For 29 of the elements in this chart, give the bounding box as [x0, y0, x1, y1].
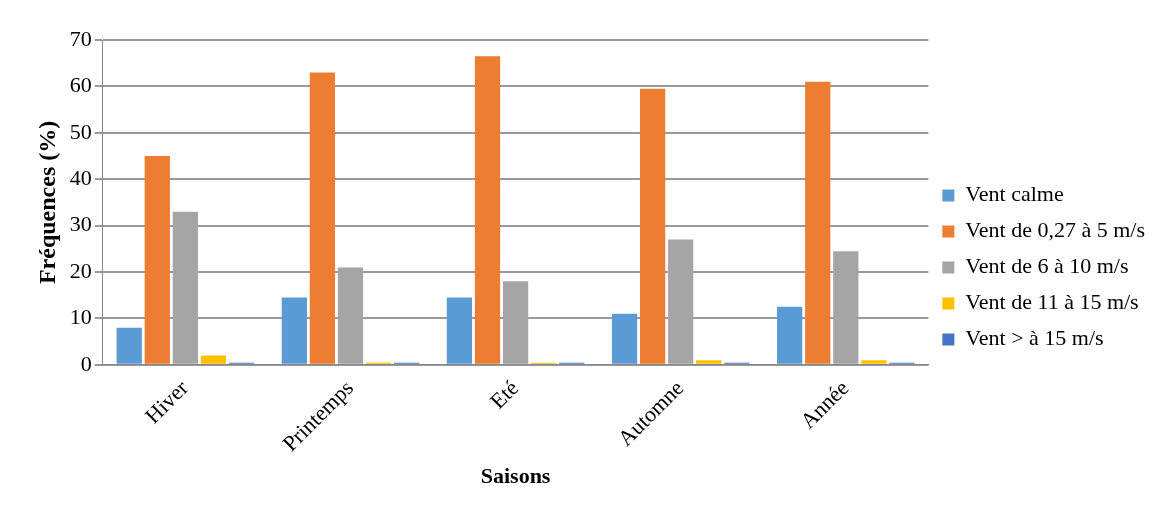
bar — [805, 81, 831, 364]
y-tick-label: 50 — [69, 118, 92, 144]
bar — [200, 355, 227, 364]
y-tick-label: 40 — [69, 165, 92, 190]
y-tick-label: 70 — [69, 25, 92, 51]
y-tick-label: 60 — [69, 72, 92, 98]
legend-label: Vent > à 15 m/s — [965, 325, 1104, 351]
bar — [116, 327, 142, 364]
bar — [309, 72, 336, 364]
legend-label: Vent de 6 à 10 m/s — [965, 253, 1129, 279]
y-tick-label: 30 — [69, 211, 92, 237]
legend-label: Vent de 0,27 à 5 m/s — [965, 217, 1146, 243]
y-axis-title: Fréquences (%) — [33, 120, 60, 285]
bar — [696, 360, 722, 364]
y-tick-label: 20 — [69, 257, 92, 283]
bar — [639, 88, 666, 364]
x-tick-label: Eté — [484, 375, 524, 414]
bar — [611, 313, 638, 364]
bar — [281, 297, 307, 364]
bar — [144, 156, 170, 364]
x-axis-title: Saisons — [480, 463, 551, 489]
bar — [474, 56, 501, 364]
bar — [446, 297, 473, 364]
y-tick-label: 10 — [69, 304, 92, 330]
bar — [861, 360, 887, 364]
legend-label: Vent calme — [965, 181, 1064, 207]
legend-label: Vent de 11 à 15 m/s — [965, 289, 1139, 315]
bar — [777, 306, 803, 364]
y-tick-label: 0 — [80, 350, 92, 376]
